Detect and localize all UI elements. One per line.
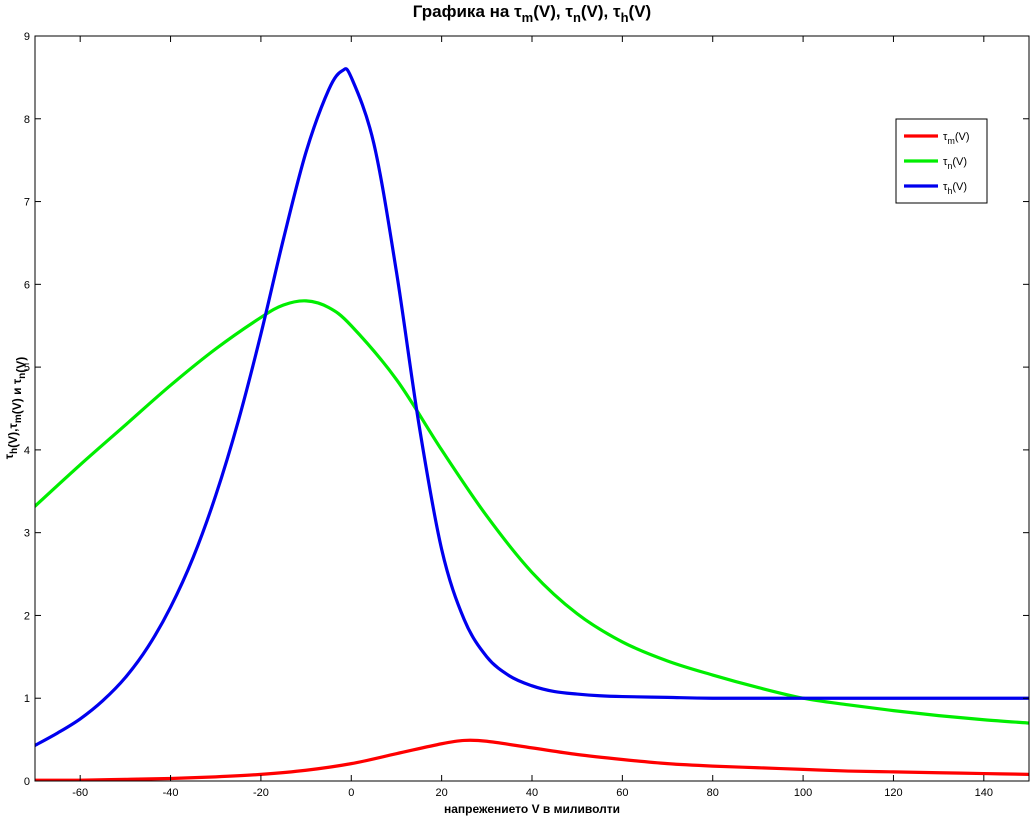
y-axis-label: τh(V),τm(V) и τn(V) <box>2 357 28 460</box>
y-tick-label: 0 <box>24 776 30 788</box>
y-tick-label: 9 <box>24 31 30 43</box>
x-tick-label: 20 <box>436 787 448 799</box>
y-tick-label: 7 <box>24 197 30 209</box>
y-tick-label: 2 <box>24 610 30 622</box>
chart-title: Графика на τm(V), τn(V), τh(V) <box>413 2 651 25</box>
legend: τm(V) τn(V) τh(V) <box>895 118 988 204</box>
x-tick-label: 40 <box>526 787 538 799</box>
x-tick-label: -20 <box>253 787 269 799</box>
x-tick-label: -40 <box>163 787 179 799</box>
legend-label-n: τn(V) <box>943 156 967 171</box>
series-line-m <box>35 738 1029 781</box>
x-tick-label: 80 <box>707 787 719 799</box>
y-tick-label: 3 <box>24 528 30 540</box>
x-axis: -60 -40 -20 0 20 40 60 80 100 120 140 <box>72 36 993 799</box>
x-tick-label: 0 <box>348 787 354 799</box>
plot-area <box>35 67 1029 781</box>
y-tick-label: 1 <box>24 693 30 705</box>
x-tick-label: 140 <box>975 787 993 799</box>
legend-label-h: τh(V) <box>943 181 967 196</box>
legend-label-m: τm(V) <box>943 131 970 146</box>
y-tick-label: 8 <box>24 114 30 126</box>
y-tick-label: 4 <box>24 445 30 457</box>
series-line-h <box>35 67 1029 748</box>
y-tick-label: 5 <box>24 362 30 374</box>
y-axis: 0 1 2 3 4 5 6 7 8 9 <box>24 31 1029 788</box>
x-tick-label: -60 <box>72 787 88 799</box>
x-axis-label: напрежението V в миливолти <box>444 802 620 816</box>
x-tick-label: 100 <box>794 787 812 799</box>
y-tick-label: 6 <box>24 279 30 291</box>
series-line-n <box>35 299 1029 725</box>
x-tick-label: 120 <box>884 787 902 799</box>
x-tick-label: 60 <box>616 787 628 799</box>
